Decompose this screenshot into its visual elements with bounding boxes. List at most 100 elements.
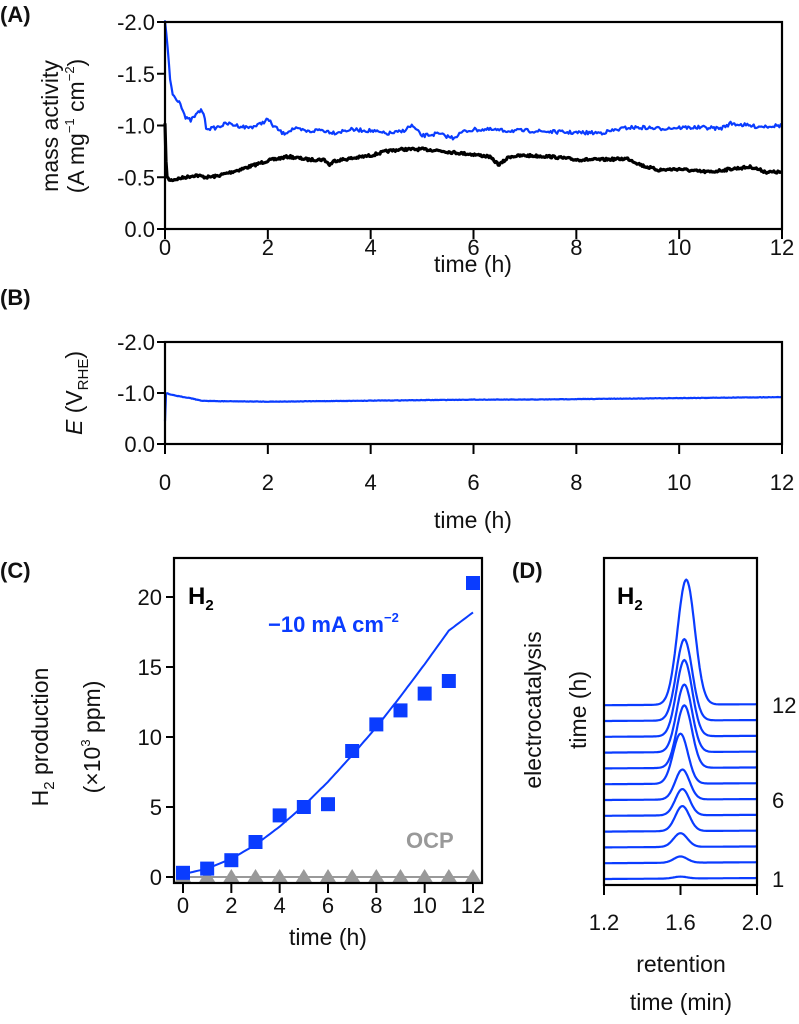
panel-c-y-axis: 0 5 10 15 20	[138, 585, 174, 890]
panel-c-data-point	[369, 717, 384, 732]
panel-d-label: (D)	[512, 558, 543, 583]
panel-d-chromatogram-trace	[604, 855, 757, 865]
panel-c-xlabel: time (h)	[289, 924, 367, 950]
panel-d-chromatogram-trace	[604, 704, 757, 770]
c-ytick-label: 15	[138, 655, 162, 680]
panel-c-data-point	[272, 808, 287, 823]
panel-b-potential-trace	[163, 392, 783, 423]
panel-d-chromatogram-trace	[604, 658, 757, 738]
panel-a-ylabel-line2: (A mg−1 cm−2)	[62, 59, 89, 193]
panel-d-trace-label: 12	[772, 693, 796, 718]
panel-a-x-axis: 0 2 4 6 8 10 12	[159, 229, 794, 260]
c-ytick-label: 5	[150, 795, 162, 820]
panel-a-blue-trace	[163, 20, 783, 141]
panel-c-species-annotation: H2	[188, 583, 214, 614]
panel-d-xlabel-line2: time (min)	[630, 989, 732, 1015]
panel-a-black-trace	[163, 122, 783, 183]
panel-d-chromatogram-trace	[604, 637, 757, 723]
a-ytick-label: -0.5	[117, 165, 155, 190]
panel-d-chromatogram-trace	[604, 804, 757, 833]
c-xtick-label: 2	[225, 893, 237, 918]
a-xtick-label: 6	[467, 235, 479, 260]
b-ytick-label: -2.0	[117, 330, 155, 355]
c-xtick-label: 12	[461, 893, 485, 918]
panel-c-ocp-point	[465, 869, 481, 882]
panel-c-data-point	[200, 861, 215, 876]
c-ytick-label: 10	[138, 725, 162, 750]
panel-c-ocp-annotation: OCP	[406, 828, 454, 853]
a-xtick-label: 4	[365, 235, 377, 260]
panel-c-ylabel-line1: H2 production	[27, 668, 58, 807]
panel-d-trace-label: 6	[772, 788, 784, 813]
panel-c-x-axis: 0 2 4 6 8 10 12	[177, 883, 485, 918]
panel-b-xlabel: time (h)	[434, 507, 512, 533]
b-xtick-label: 4	[365, 470, 377, 495]
panel-b-ylabel: E (VRHE)	[61, 351, 92, 435]
a-xtick-label: 12	[770, 235, 794, 260]
c-xtick-label: 8	[370, 893, 382, 918]
panel-c-data-point	[176, 865, 190, 880]
panel-a-mass-activity-chart: (A) mass activity (A mg−1 cm−2) -2.0 -1.5…	[0, 2, 794, 277]
panel-c-ocp-point	[416, 869, 433, 882]
panel-c-ocp-point	[344, 869, 361, 882]
a-xtick-label: 2	[262, 235, 274, 260]
a-xtick-label: 10	[667, 235, 691, 260]
a-ytick-label: -2.0	[117, 10, 155, 35]
panel-d-chromatogram-trace	[604, 832, 757, 849]
panel-b-x-axis: 0 2 4 6 8 10 12	[159, 444, 794, 495]
a-xtick-label: 0	[159, 235, 171, 260]
b-xtick-label: 2	[262, 470, 274, 495]
panel-d-series	[604, 578, 757, 881]
panel-d-chromatogram-trace	[604, 787, 757, 817]
panel-d-species-annotation: H2	[617, 583, 643, 614]
b-xtick-label: 6	[467, 470, 479, 495]
c-xtick-label: 10	[412, 893, 436, 918]
panel-c-data-point	[248, 835, 263, 849]
panel-c-ocp-point	[320, 869, 336, 882]
panel-a-label: (A)	[0, 2, 31, 27]
panel-c-current-density-annotation: −10 mA cm−2	[268, 610, 399, 637]
panel-b-series	[163, 392, 783, 423]
panel-d-chromatogram-trace	[604, 732, 757, 786]
panel-c-ocp-point	[392, 869, 409, 882]
panel-d-trace-labels: 12 6 1	[772, 693, 796, 892]
b-xtick-label: 0	[159, 470, 171, 495]
panel-d-chromatogram-trace	[604, 683, 757, 754]
c-ytick-label: 20	[138, 585, 162, 610]
b-ytick-label: -1.0	[117, 381, 155, 406]
c-xtick-label: 4	[274, 893, 286, 918]
panel-d-chromatogram-trace	[604, 875, 757, 881]
b-ytick-label: 0.0	[124, 432, 155, 457]
c-xtick-label: 0	[177, 893, 189, 918]
panel-b-label: (B)	[0, 285, 31, 310]
c-ytick-label: 0	[150, 865, 162, 890]
panel-d-ylabel-line1: electrocatalysis	[520, 631, 546, 788]
d-xtick-label: 1.2	[589, 910, 620, 935]
panel-c-data-point	[466, 576, 480, 590]
b-xtick-label: 12	[770, 470, 794, 495]
c-xtick-label: 6	[322, 893, 334, 918]
d-xtick-label: 1.6	[665, 910, 696, 935]
panel-d-xlabel-line1: retention	[636, 951, 726, 977]
panel-a-plot-frame	[163, 20, 784, 231]
panel-d-chromatogram-trace	[604, 768, 757, 802]
panel-c-ocp-point	[368, 869, 385, 882]
panel-c-ocp-point	[223, 869, 240, 882]
panel-a-y-axis: -2.0 -1.5 -1.0 -0.5 0.0	[117, 10, 165, 242]
a-ytick-label: -1.5	[117, 62, 155, 87]
panel-c-ocp-point	[271, 869, 288, 882]
panel-a-ylabel-line1: mass activity	[37, 60, 63, 192]
panel-c-data-point	[345, 744, 360, 758]
panel-d-chromatogram-trace	[604, 578, 757, 707]
panel-c-h2-production-chart: (C) H2 production (×103 ppm) 0 5 10 15 20 0 2…	[0, 556, 485, 950]
panel-c-data-point	[296, 800, 311, 814]
panel-b-potential-chart: (B) E (VRHE) -2.0 -1.0 0.0 0 2 4 6 8 10 12 time …	[0, 285, 794, 533]
panel-d-ylabel-line2: time (h)	[565, 671, 591, 749]
b-xtick-label: 8	[570, 470, 582, 495]
panel-a-series	[163, 20, 783, 183]
panel-c-series	[175, 576, 481, 882]
a-ytick-label: 0.0	[124, 217, 155, 242]
panel-c-data-point	[224, 853, 239, 868]
d-xtick-label: 2.0	[742, 910, 773, 935]
